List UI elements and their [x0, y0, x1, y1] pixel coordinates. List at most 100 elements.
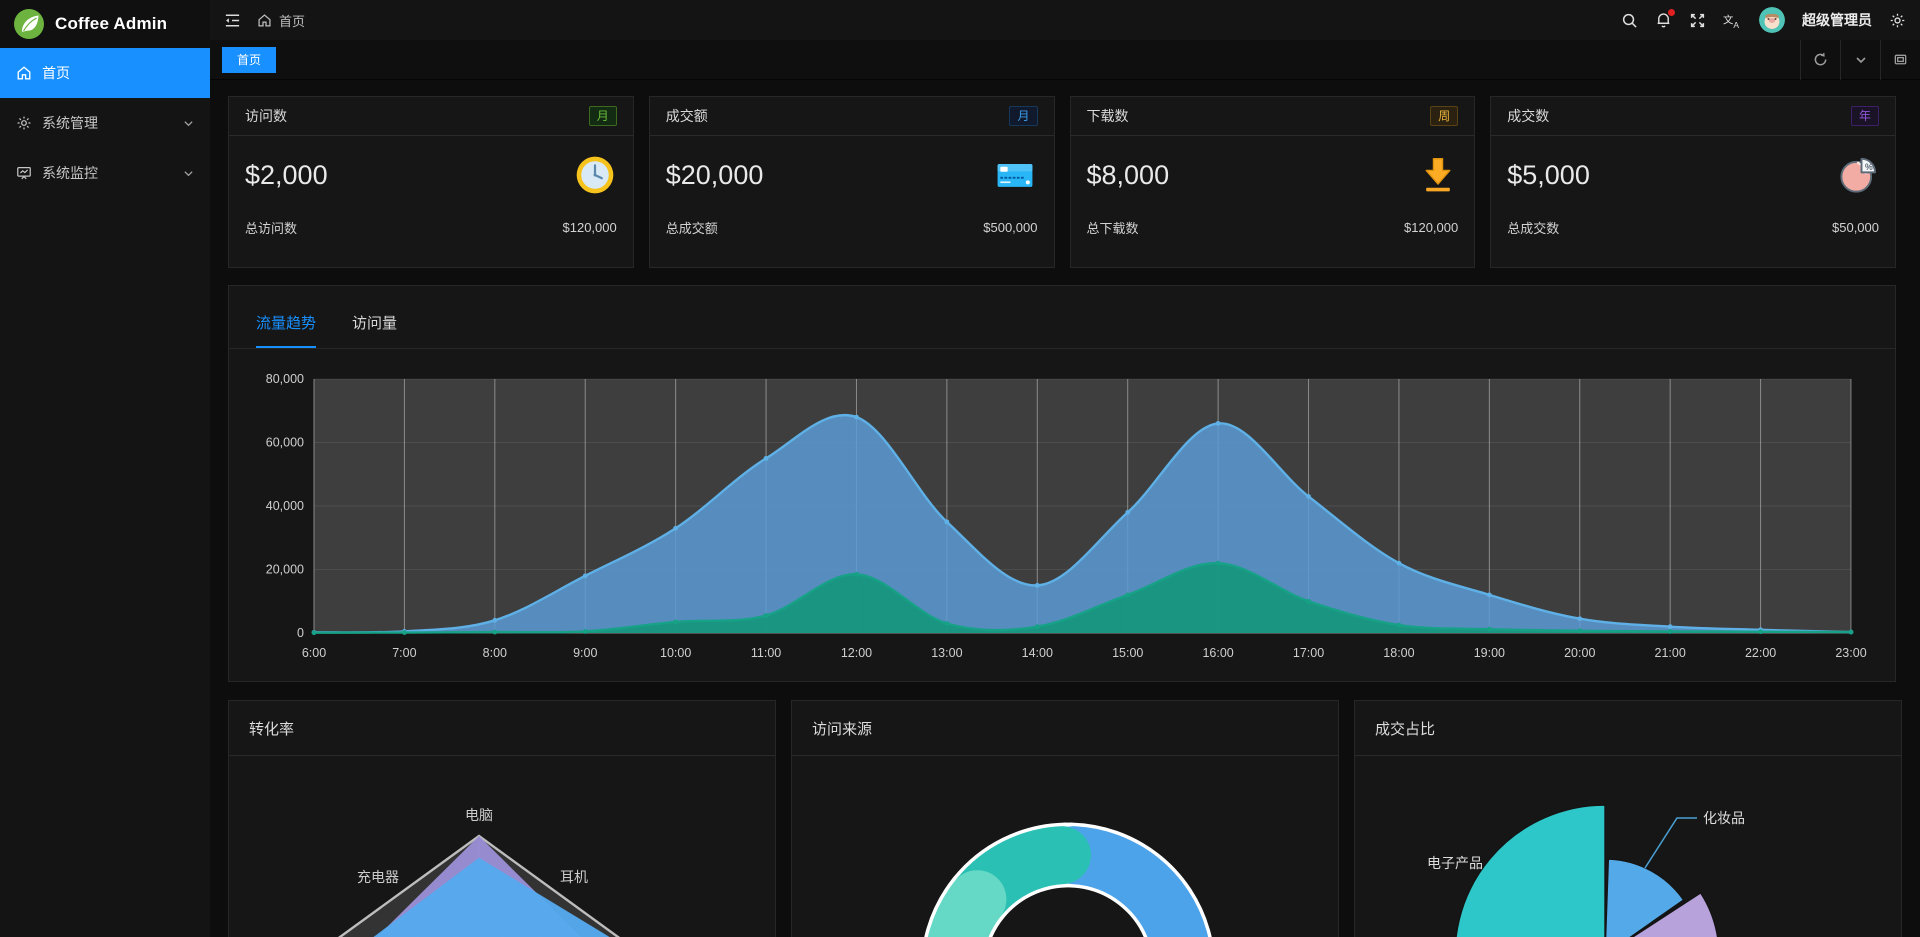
chevron-down-icon[interactable]	[1840, 39, 1880, 80]
stat-value: $8,000	[1086, 159, 1170, 190]
username[interactable]: 超级管理员	[1802, 12, 1872, 28]
card-title: 下载数	[1086, 108, 1129, 124]
card-title: 访问来源	[812, 720, 873, 738]
card-footer: 总成交数 $50,000	[1491, 197, 1895, 237]
leaf-logo-icon	[13, 8, 45, 40]
traffic-trend-chart: 0 20,000 40,000 60,000 80,000 6:00 7:00 8:00 9:0…	[266, 372, 1867, 660]
card-header: 下载数 周	[1070, 97, 1475, 136]
period-badge[interactable]: 月	[1009, 106, 1038, 126]
stat-card-downloads: 下载数 周 $8,000 总下载数	[1069, 96, 1476, 268]
app-title: Coffee Admin	[55, 14, 168, 33]
card-body: $8,000	[1071, 136, 1475, 197]
card-header: 访问来源	[792, 701, 1338, 756]
bottom-cards-row: 转化率 电脑 充电器 耳机 访问来源 成交占比 化妆品 电子产品	[228, 700, 1902, 937]
clock-icon	[573, 153, 617, 197]
svg-text:电子产品: 电子产品	[1427, 855, 1483, 871]
footer-label: 总访问数	[245, 221, 298, 236]
card-body: $20,000	[650, 136, 1054, 197]
svg-text:23:00: 23:00	[1835, 646, 1866, 660]
card-body: $5,000 %	[1491, 136, 1895, 197]
translate-icon[interactable]: 文 A	[1723, 12, 1742, 29]
chevron-down-icon	[183, 118, 194, 129]
traffic-trend-card: 流量趋势 访问量 0 20,000 40,000 60,000 80,000 6:00 7:…	[228, 285, 1896, 682]
avatar[interactable]	[1759, 7, 1785, 33]
svg-text:电脑: 电脑	[465, 807, 493, 823]
menu-fold-icon[interactable]	[224, 12, 241, 29]
visit-source-chart	[924, 822, 1212, 937]
footer-label: 总成交数	[1507, 221, 1560, 236]
home-icon	[16, 65, 32, 81]
gear-icon[interactable]	[1889, 12, 1906, 29]
sidebar-item-system-management[interactable]: 系统管理	[0, 98, 210, 148]
page-tabs-bar: 首页	[210, 39, 1920, 80]
breadcrumb-label: 首页	[279, 13, 306, 29]
maximize-icon[interactable]	[1880, 39, 1920, 80]
card-footer: 总成交额 $500,000	[650, 197, 1054, 237]
conversion-rate-card: 转化率 电脑 充电器 耳机	[228, 700, 776, 937]
card-title: 转化率	[249, 720, 295, 738]
deal-share-card: 成交占比 化妆品 电子产品	[1354, 700, 1902, 937]
chevron-down-icon	[183, 168, 194, 179]
topbar-right: 文 A 超级管理员	[1621, 7, 1906, 33]
footer-label: 总下载数	[1086, 221, 1139, 236]
period-badge[interactable]: 年	[1850, 106, 1879, 126]
trend-chart-area: 0 20,000 40,000 60,000 80,000 6:00 7:00 8:00 9:0…	[229, 349, 1895, 669]
svg-text:文: 文	[1723, 13, 1734, 26]
tab-home[interactable]: 首页	[222, 46, 277, 73]
svg-text:10:00: 10:00	[660, 646, 691, 660]
period-badge[interactable]: 月	[588, 106, 617, 126]
svg-text:14:00: 14:00	[1022, 646, 1053, 660]
page-content: 访问数 月 $2,000	[210, 80, 1920, 937]
main-area: 首页	[210, 0, 1920, 937]
app-logo: Coffee Admin	[0, 0, 210, 48]
card-header: 转化率	[229, 701, 775, 756]
sidebar-item-label: 系统监控	[42, 165, 98, 181]
sidebar: Coffee Admin 首页 系统管理	[0, 0, 210, 937]
topbar: 首页	[210, 0, 1920, 40]
svg-text:15:00: 15:00	[1112, 646, 1143, 660]
svg-text:11:00: 11:00	[751, 646, 781, 660]
svg-text:化妆品: 化妆品	[1703, 810, 1745, 826]
svg-text:40,000: 40,000	[266, 499, 304, 513]
stat-card-deal-amount: 成交额 月 $20,000	[648, 96, 1055, 268]
svg-text:20:00: 20:00	[1564, 646, 1595, 660]
card-body: $2,000	[229, 136, 633, 197]
svg-text:21:00: 21:00	[1655, 646, 1686, 660]
stat-card-visits: 访问数 月 $2,000	[228, 96, 634, 268]
footer-value: $50,000	[1832, 220, 1879, 235]
svg-text:19:00: 19:00	[1474, 646, 1505, 660]
svg-text:20,000: 20,000	[266, 563, 304, 577]
tab-visit-volume[interactable]: 访问量	[352, 315, 398, 332]
home-icon	[257, 13, 272, 28]
search-icon[interactable]	[1621, 12, 1638, 29]
tab-traffic-trend[interactable]: 流量趋势	[256, 312, 317, 348]
sidebar-item-label: 首页	[42, 65, 70, 81]
sidebar-item-home[interactable]: 首页	[0, 48, 210, 98]
card-header: 成交额 月	[649, 97, 1054, 136]
breadcrumb[interactable]: 首页	[257, 11, 305, 30]
credit-card-icon	[992, 153, 1038, 197]
tabs-controls	[1800, 39, 1920, 80]
fullscreen-icon[interactable]	[1689, 12, 1706, 29]
svg-text:13:00: 13:00	[931, 646, 962, 660]
sidebar-menu: 首页 系统管理	[0, 48, 210, 198]
svg-text:22:00: 22:00	[1745, 646, 1776, 660]
footer-value: $500,000	[983, 220, 1038, 235]
card-title: 访问数	[245, 108, 287, 124]
period-badge[interactable]: 周	[1430, 106, 1459, 126]
svg-text:A: A	[1733, 20, 1739, 29]
stat-value: $2,000	[245, 159, 328, 190]
card-title: 成交额	[665, 108, 708, 124]
svg-text:充电器: 充电器	[357, 869, 399, 885]
svg-text:16:00: 16:00	[1202, 646, 1233, 660]
refresh-icon[interactable]	[1800, 39, 1840, 80]
card-footer: 总访问数 $120,000	[229, 197, 633, 237]
svg-text:18:00: 18:00	[1383, 646, 1414, 660]
svg-text:80,000: 80,000	[266, 372, 304, 386]
svg-text:60,000: 60,000	[266, 436, 304, 450]
bell-icon[interactable]	[1655, 8, 1675, 29]
sidebar-item-system-monitor[interactable]: 系统监控	[0, 148, 210, 198]
svg-text:0: 0	[297, 626, 304, 640]
